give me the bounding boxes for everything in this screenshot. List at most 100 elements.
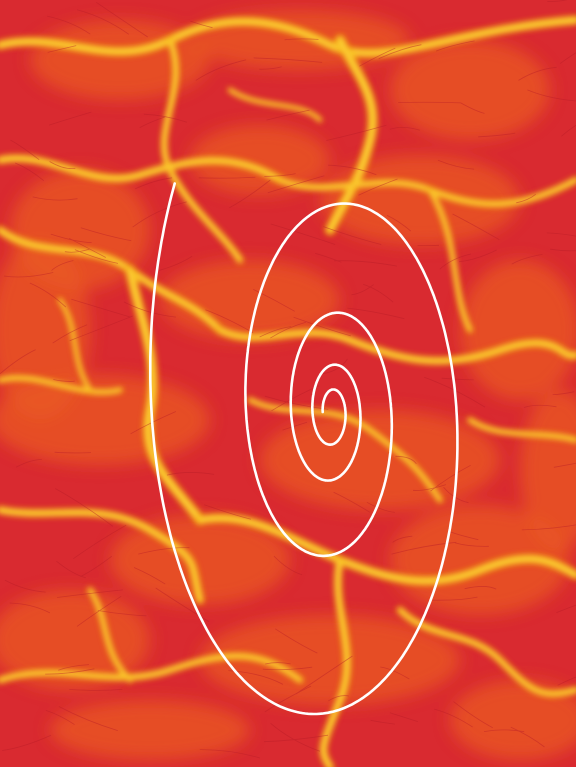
fiber-line — [53, 379, 75, 382]
fiber-line — [4, 579, 46, 593]
caustic-vein-highlight — [218, 328, 576, 363]
fiber-line — [123, 301, 177, 318]
caustic-veins-icon — [0, 15, 576, 767]
fiber-line — [452, 213, 500, 241]
fiber-line — [459, 249, 497, 263]
fiber-line — [323, 226, 382, 245]
fiber-line — [378, 44, 422, 60]
fiber-line — [333, 260, 397, 267]
fiber-line — [9, 602, 51, 614]
fiber-line — [557, 676, 576, 686]
fiber-line — [527, 89, 576, 102]
fiber-line — [48, 111, 92, 126]
fiber-line — [432, 596, 478, 601]
fiber-line — [523, 404, 557, 408]
fiber-line — [266, 109, 310, 121]
fiber-line — [516, 193, 536, 204]
fiber-line — [370, 719, 395, 725]
fiber-line — [262, 666, 313, 671]
fiber-line — [366, 501, 395, 513]
caustic-vein-highlight — [321, 558, 349, 767]
fiber-line — [412, 484, 447, 491]
fiber-line — [389, 712, 418, 722]
fiber-line — [54, 451, 92, 454]
fiber-line — [314, 253, 342, 263]
fiber-line — [359, 47, 396, 67]
fiber-line — [437, 159, 475, 170]
orange-glow — [200, 615, 460, 705]
fiber-line — [134, 177, 173, 190]
fiber-line — [328, 695, 349, 702]
fiber-line — [464, 586, 497, 590]
fiber-line — [264, 173, 296, 177]
fiber-line — [460, 102, 485, 114]
caustic-vein-highlight — [0, 654, 302, 682]
fiber-line — [398, 101, 462, 104]
fiber-line — [69, 689, 123, 691]
fiber-line — [158, 255, 193, 271]
fiber-line — [273, 555, 303, 576]
orange-glow — [260, 410, 500, 510]
fiber-line — [52, 324, 88, 344]
spiral-curve-icon — [149, 182, 459, 716]
fiber-line — [510, 726, 545, 748]
fiber-line — [453, 701, 493, 729]
fiber-line — [58, 706, 118, 731]
fiber-line — [363, 283, 394, 303]
fiber-line — [358, 178, 398, 196]
fiber-line — [55, 488, 114, 527]
caustic-vein-highlight — [0, 18, 576, 55]
caustic-vein-highlight — [398, 608, 576, 695]
orange-glow — [0, 240, 90, 420]
fiber-line — [253, 57, 323, 63]
orange-glow — [50, 700, 250, 760]
caustic-vein-highlight — [0, 376, 122, 394]
fiber-line — [265, 662, 291, 665]
fiber-line — [395, 455, 417, 465]
fiber-line — [559, 52, 576, 64]
caustic-vein-highlight — [128, 268, 202, 522]
fiber-line — [284, 38, 319, 41]
fiber-line — [74, 249, 119, 264]
fiber-line — [10, 139, 40, 161]
fiber-line — [133, 567, 166, 585]
fiber-line — [57, 589, 123, 598]
caustic-vein-highlight — [0, 508, 202, 602]
fiber-line — [293, 316, 351, 337]
caustic-vein-highlight — [229, 89, 321, 121]
fiber-line — [550, 248, 576, 252]
fiber-line — [76, 595, 122, 627]
fiber-line — [511, 254, 543, 265]
fiber-line — [389, 127, 421, 131]
fiber-line — [45, 710, 75, 725]
fiber-line — [439, 253, 472, 270]
fiber-line — [49, 161, 76, 170]
fiber-line — [259, 326, 292, 338]
fiber-line — [71, 298, 131, 318]
fiber-line — [32, 196, 78, 201]
fiber-line — [430, 464, 471, 492]
fiber-line — [45, 668, 95, 675]
orange-glow — [390, 40, 550, 140]
caustic-vein-highlight — [0, 156, 282, 182]
fiber-line — [0, 349, 36, 375]
fiber-line — [267, 175, 325, 194]
fiber-line — [547, 0, 568, 2]
fiber-line — [295, 655, 353, 695]
fiber-line — [199, 749, 261, 759]
fiber-line — [58, 664, 90, 671]
caustic-vein-highlight — [88, 588, 132, 682]
fiber-line — [552, 391, 575, 396]
orange-glow — [460, 260, 576, 400]
orange-glow — [190, 125, 330, 195]
fiber-line — [80, 227, 132, 242]
fiber-line — [198, 176, 256, 179]
fiber-line — [351, 284, 374, 296]
fiber-line — [69, 315, 133, 342]
fiber-line — [50, 233, 92, 243]
caustic-vein-highlight — [198, 516, 576, 583]
fiber-line — [282, 421, 308, 431]
caustic-vein-highlight — [428, 188, 472, 332]
